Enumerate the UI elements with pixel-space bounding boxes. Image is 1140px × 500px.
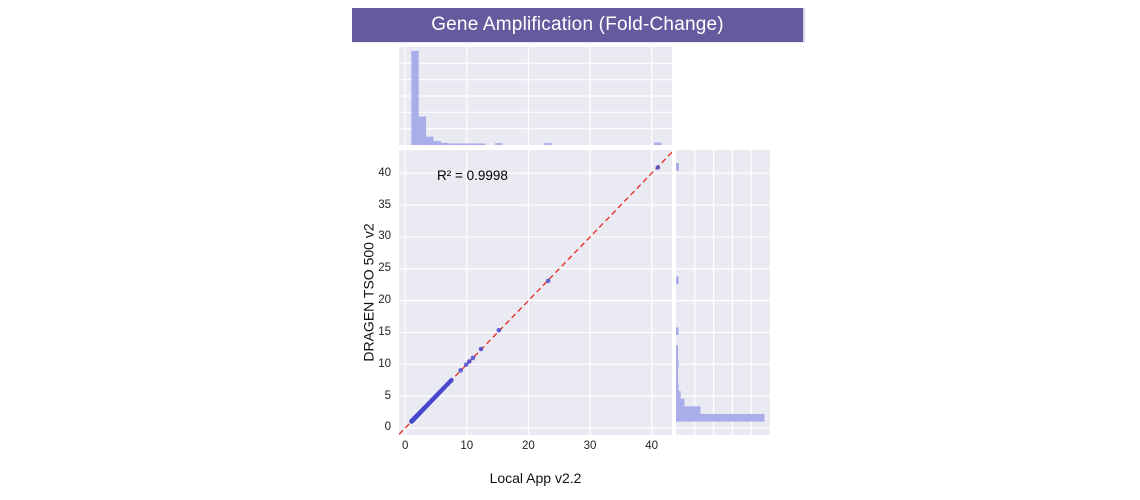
y-tick-label: 10 (378, 357, 391, 370)
histogram-bar (440, 142, 449, 145)
right-marginal-histogram (676, 150, 770, 435)
scatter-point (496, 327, 502, 333)
y-tick-label: 40 (378, 166, 391, 179)
histogram-bar (676, 391, 681, 399)
y-tick-label: 15 (378, 325, 391, 338)
scatter-point (458, 368, 463, 373)
scatter-point (470, 355, 476, 361)
scatter-point (466, 359, 472, 364)
y-tick-label: 25 (378, 262, 391, 275)
histogram-bar (676, 368, 679, 376)
histogram-bar (676, 345, 679, 353)
top-marginal-histogram (399, 47, 672, 145)
histogram-bar (418, 116, 427, 145)
right-histogram-svg (676, 150, 770, 435)
histogram-bar (654, 142, 662, 145)
chart-title-banner: Gene Amplification (Fold-Change) (352, 8, 805, 43)
histogram-bar (676, 276, 679, 285)
histogram-bar (676, 383, 679, 392)
y-tick-label: 30 (378, 230, 391, 243)
histogram-bar (676, 375, 679, 384)
histogram-bar (676, 398, 685, 407)
top-histogram-svg (399, 47, 672, 145)
x-tick-label: 30 (583, 440, 597, 452)
x-tick-label: 10 (460, 440, 474, 452)
y-tick-label: 5 (384, 389, 391, 402)
y-tick-label: 35 (378, 198, 391, 211)
histogram-bar (470, 143, 478, 145)
histogram-bar (676, 163, 680, 171)
histogram-bar (455, 143, 464, 145)
x-axis-label: Local App v2.2 (489, 470, 582, 486)
scatter-plot-svg (399, 150, 672, 435)
y-tick-label: 20 (378, 294, 391, 307)
scatter-point (463, 362, 469, 367)
scatter-point (449, 377, 454, 383)
histogram-bar (676, 406, 701, 414)
histogram-bar (676, 352, 679, 361)
scatter-point (545, 278, 551, 284)
histogram-bar (477, 143, 486, 145)
histogram-bar (676, 413, 765, 422)
histogram-bar (426, 136, 434, 145)
x-tick-label: 40 (645, 440, 659, 452)
histogram-bar (433, 141, 441, 145)
y-tick-label: 0 (384, 421, 391, 434)
histogram-bar (448, 143, 456, 145)
histogram-bar (544, 143, 552, 145)
chart-title: Gene Amplification (Fold-Change) (431, 14, 724, 35)
y-axis-label: DRAGEN TSO 500 v2 (360, 223, 377, 362)
x-tick-label: 0 (401, 440, 409, 452)
x-tick-label: 20 (522, 440, 535, 452)
histogram-bar (676, 360, 679, 369)
scatter-plot (399, 150, 672, 435)
histogram-bar (463, 143, 471, 145)
histogram-bar (411, 50, 419, 145)
histogram-bar (676, 327, 679, 336)
scatter-point (655, 165, 661, 170)
scatter-point (478, 346, 484, 352)
r-squared-annotation: R² = 0.9998 (437, 168, 508, 183)
histogram-bar (495, 143, 503, 145)
